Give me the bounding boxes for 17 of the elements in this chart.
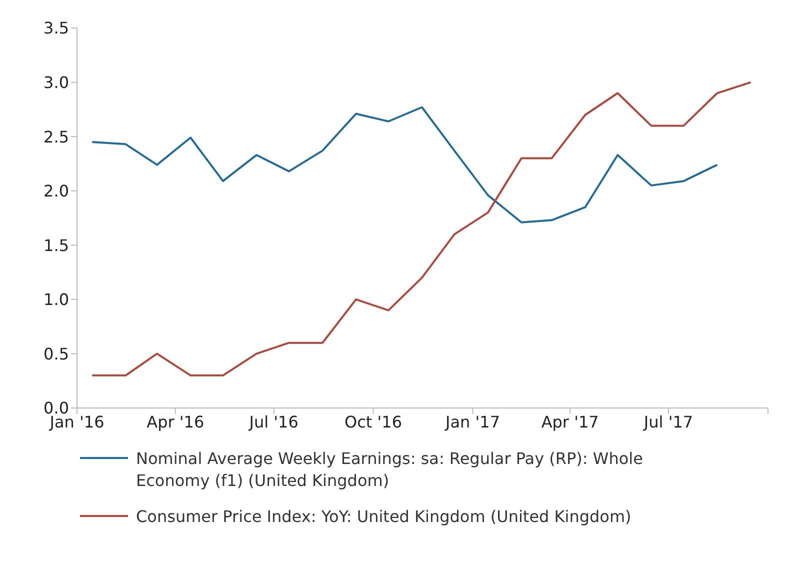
line-series [91,106,718,224]
line-series [91,81,752,376]
legend-label: Nominal Average Weekly Earnings: sa: Regular Pay (RP): Whole Economy (f1) (United Kingdom) [136,448,644,492]
x-tick-label: Jul '17 [642,412,694,432]
y-tick-label: 1.5 [44,236,69,255]
x-tick-label: Apr '17 [541,412,599,432]
x-tick-label: Oct '16 [344,412,402,432]
x-tick-label: Apr '16 [146,412,204,432]
y-tick-label: 3.5 [44,18,69,38]
y-tick-label: 3.0 [44,72,69,92]
x-tick-label: Jan '17 [444,412,500,432]
y-tick-label: 2.5 [44,127,69,146]
y-tick-label: 2.0 [44,182,69,201]
legend-label: Consumer Price Index: YoY: United Kingdom (United Kingdom) [136,506,632,528]
x-tick-label: Jul '16 [248,412,298,432]
y-tick-label: 1.0 [44,290,69,310]
y-tick-label: 0.5 [44,344,69,364]
